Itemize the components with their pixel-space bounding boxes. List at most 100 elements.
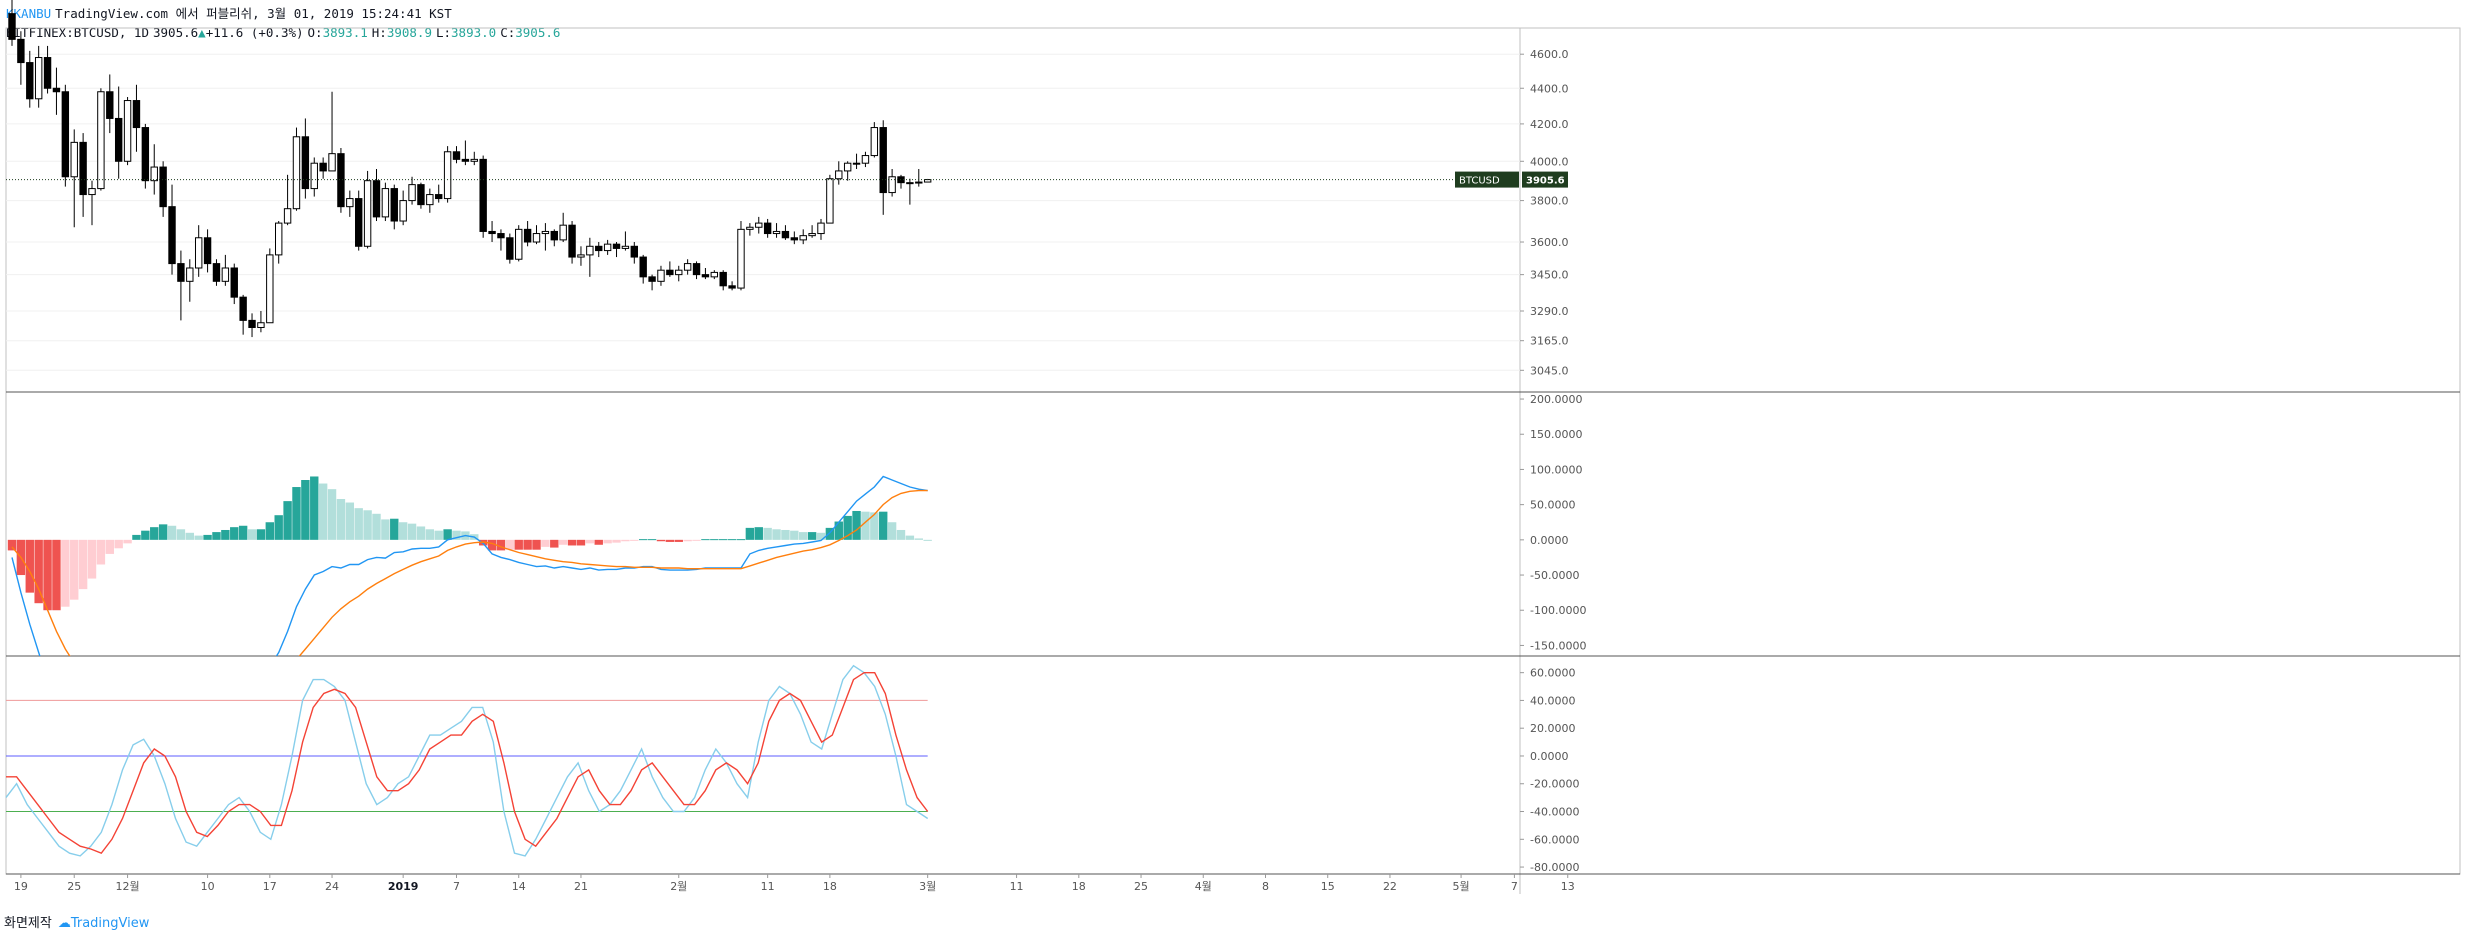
candle[interactable] (746, 223, 754, 236)
stochastic-pane[interactable]: 60.0000 40.0000 20.0000 0.0000 -20.0000 -40.0… (5, 664, 1579, 874)
candle[interactable] (639, 254, 647, 284)
tradingview-logo[interactable]: ☁TradingView (58, 916, 150, 931)
candle[interactable] (497, 229, 505, 251)
candle[interactable] (772, 223, 781, 238)
candle[interactable] (568, 221, 576, 264)
candle[interactable] (61, 84, 70, 187)
candle[interactable] (808, 225, 816, 238)
candle[interactable] (248, 313, 256, 338)
candle[interactable] (319, 157, 327, 179)
candle[interactable] (230, 263, 238, 305)
candle[interactable] (506, 233, 514, 264)
publisher-username[interactable]: KKANBU (6, 6, 52, 21)
candle[interactable] (621, 231, 630, 251)
candle[interactable] (381, 182, 390, 222)
candle[interactable] (683, 259, 692, 275)
candle[interactable] (835, 161, 843, 185)
candle[interactable] (843, 161, 852, 181)
price-pane[interactable]: 4600.0 4400.0 4200.0 4000.0 3800.0 3600.0 3450… (6, 0, 1569, 377)
candle[interactable] (701, 267, 710, 280)
candle[interactable] (17, 31, 25, 85)
candle[interactable] (781, 225, 790, 240)
candle[interactable] (408, 176, 416, 205)
candle[interactable] (346, 190, 354, 217)
candle[interactable] (523, 221, 532, 247)
candle[interactable] (550, 229, 558, 247)
candle[interactable] (417, 182, 425, 209)
candle[interactable] (43, 45, 52, 94)
candle[interactable] (906, 178, 914, 205)
candle[interactable] (897, 174, 905, 189)
candle[interactable] (586, 237, 594, 277)
candle[interactable] (817, 218, 825, 240)
candle[interactable] (292, 127, 301, 211)
candle[interactable] (648, 274, 656, 291)
candle[interactable] (203, 229, 212, 273)
candle[interactable] (852, 153, 861, 169)
candle[interactable] (372, 168, 381, 222)
candle[interactable] (355, 190, 363, 251)
candle[interactable] (8, 0, 16, 46)
candle[interactable] (301, 118, 310, 199)
candle[interactable] (283, 174, 292, 226)
candle[interactable] (150, 144, 158, 195)
candle[interactable] (26, 50, 34, 108)
candle[interactable] (861, 151, 870, 168)
candle[interactable] (328, 91, 336, 172)
candle[interactable] (870, 122, 879, 158)
candle[interactable] (194, 225, 203, 277)
candle[interactable] (559, 212, 567, 243)
candle[interactable] (799, 229, 807, 245)
candle[interactable] (675, 265, 683, 282)
candle[interactable] (221, 254, 230, 286)
candle[interactable] (239, 294, 247, 335)
candle[interactable] (141, 123, 150, 189)
candle[interactable] (737, 221, 745, 291)
candle[interactable] (452, 146, 461, 164)
candle[interactable] (132, 84, 141, 152)
candle[interactable] (34, 45, 43, 108)
candle[interactable] (275, 221, 283, 264)
candle[interactable] (541, 223, 550, 251)
candle[interactable] (363, 170, 372, 249)
candle[interactable] (114, 86, 123, 179)
candle[interactable] (266, 248, 274, 324)
candle[interactable] (97, 88, 105, 191)
candle[interactable] (79, 133, 87, 217)
candle[interactable] (435, 184, 443, 203)
candle[interactable] (515, 225, 523, 262)
candle[interactable] (390, 184, 398, 230)
candle[interactable] (719, 270, 727, 291)
candle[interactable] (710, 270, 719, 280)
candle[interactable] (177, 250, 185, 321)
candle[interactable] (159, 161, 167, 217)
candle[interactable] (763, 218, 772, 238)
candle[interactable] (666, 261, 674, 277)
candle[interactable] (630, 242, 638, 264)
candle[interactable] (443, 146, 452, 203)
candle[interactable] (479, 155, 487, 238)
candle[interactable] (212, 259, 221, 286)
candle[interactable] (461, 140, 470, 166)
candle[interactable] (692, 261, 701, 280)
candle[interactable] (399, 190, 407, 226)
candle[interactable] (577, 246, 585, 266)
candle[interactable] (337, 147, 345, 213)
candle[interactable] (915, 168, 923, 187)
candle[interactable] (310, 157, 318, 197)
candle[interactable] (70, 129, 78, 228)
candle[interactable] (657, 265, 665, 286)
candle[interactable] (888, 168, 896, 197)
candle[interactable] (168, 184, 176, 275)
macd-pane[interactable] (7, 475, 932, 726)
candle[interactable] (488, 221, 496, 243)
candle[interactable] (470, 151, 478, 166)
candle[interactable] (426, 188, 434, 213)
candle[interactable] (123, 97, 132, 166)
candle[interactable] (52, 67, 61, 115)
candle[interactable] (879, 120, 887, 215)
candle[interactable] (728, 281, 736, 291)
candle[interactable] (612, 242, 621, 258)
candle[interactable] (603, 239, 612, 255)
